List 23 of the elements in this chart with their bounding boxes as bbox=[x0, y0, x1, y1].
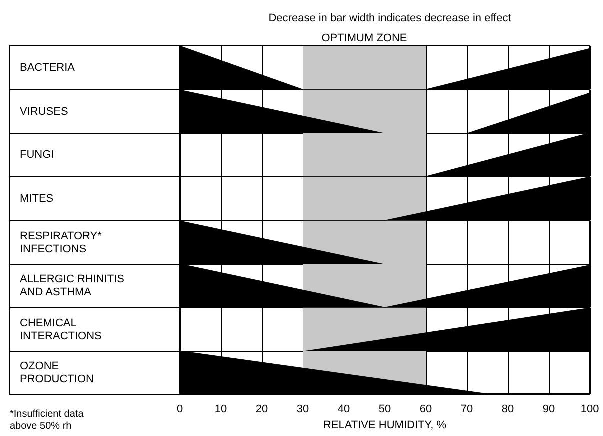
y-axis-title: MITES bbox=[20, 192, 54, 205]
x-tick-label: 60 bbox=[420, 404, 432, 416]
band-label: OPTIMUM ZONE bbox=[322, 32, 408, 44]
x-axis-title: RELATIVE HUMIDITY, % bbox=[323, 420, 447, 432]
y-axis-title: CHEMICAL INTERACTIONS bbox=[20, 317, 102, 342]
x-tick-label: 70 bbox=[460, 404, 474, 416]
x-tick-label: 80 bbox=[502, 404, 514, 416]
y-axis-title: BACTERIA bbox=[20, 62, 76, 74]
y-axis-title: ALLERGIC RHINITIS AND ASTHMA bbox=[20, 273, 125, 298]
x-tick-label: 30 bbox=[296, 404, 310, 416]
x-tick-label: 90 bbox=[542, 404, 556, 416]
chart-title: Decrease in bar width indicates decrease in effect bbox=[268, 12, 512, 24]
x-tick-label: 100 bbox=[580, 404, 600, 416]
x-tick-label: 10 bbox=[214, 404, 228, 416]
y-axis-title: VIRUSES bbox=[20, 105, 68, 118]
x-tick-label: 20 bbox=[256, 404, 268, 416]
x-tick-label: 50 bbox=[378, 404, 392, 416]
text: *Insufficient data above 50% rh bbox=[10, 410, 84, 432]
x-tick-label: 40 bbox=[338, 404, 350, 416]
y-axis-title: OZONE PRODUCTION bbox=[20, 360, 94, 386]
y-axis-title: FUNGI bbox=[20, 149, 54, 162]
y-axis-title: RESPIRATORY* INFECTIONS bbox=[20, 230, 103, 255]
x-tick-label: 0 bbox=[176, 404, 184, 416]
